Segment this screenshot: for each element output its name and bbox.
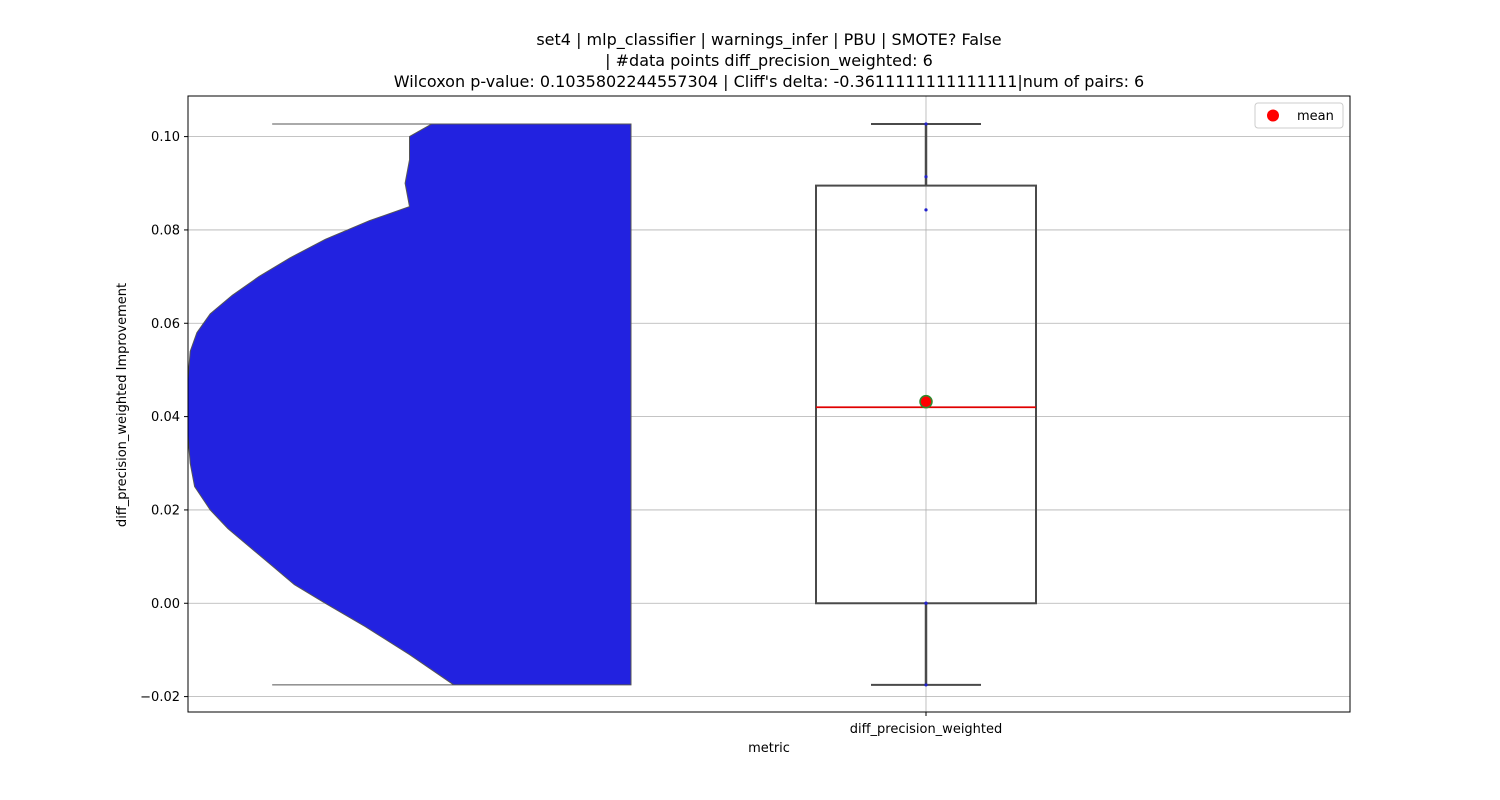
- legend: mean: [1254, 102, 1344, 129]
- chart-title-line-1: set4 | mlp_classifier | warnings_infer |…: [536, 30, 1002, 49]
- data-point: [924, 175, 928, 179]
- y-tick-label: 0.00: [151, 597, 180, 612]
- legend-frame: [1254, 102, 1344, 129]
- y-tick-label: 0.06: [151, 317, 180, 332]
- y-tick-label: 0.10: [151, 130, 180, 145]
- x-axis-label: metric: [748, 741, 790, 756]
- plot-frame: [187, 95, 1351, 713]
- legend-mean-marker: [1267, 109, 1279, 122]
- data-point: [924, 601, 928, 605]
- chart-title-line-2: | #data points diff_precision_weighted: …: [605, 51, 933, 70]
- box-plot-group: [815, 122, 1037, 687]
- chart-title-line-3: Wilcoxon p-value: 0.1035802244557304 | C…: [393, 72, 1145, 91]
- data-point: [924, 208, 928, 212]
- data-point: [924, 122, 928, 126]
- y-axis-label: diff_precision_weighted Improvement: [115, 283, 130, 527]
- axes-group: −0.02 0.00 0.02 0.04 0.06 0.08 0.10 diff_precis…: [140, 95, 1351, 737]
- y-tick-label: 0.04: [151, 410, 180, 425]
- mean-marker: [919, 394, 933, 409]
- violin-group: [188, 123, 632, 686]
- legend-mean-label: mean: [1297, 109, 1334, 124]
- violin-body: [188, 123, 632, 686]
- y-tick-label: 0.02: [151, 503, 180, 518]
- x-tick-label: diff_precision_weighted: [850, 722, 1003, 737]
- data-point: [924, 683, 928, 687]
- y-tick-label: 0.08: [151, 223, 180, 238]
- y-tick-label: −0.02: [140, 690, 180, 705]
